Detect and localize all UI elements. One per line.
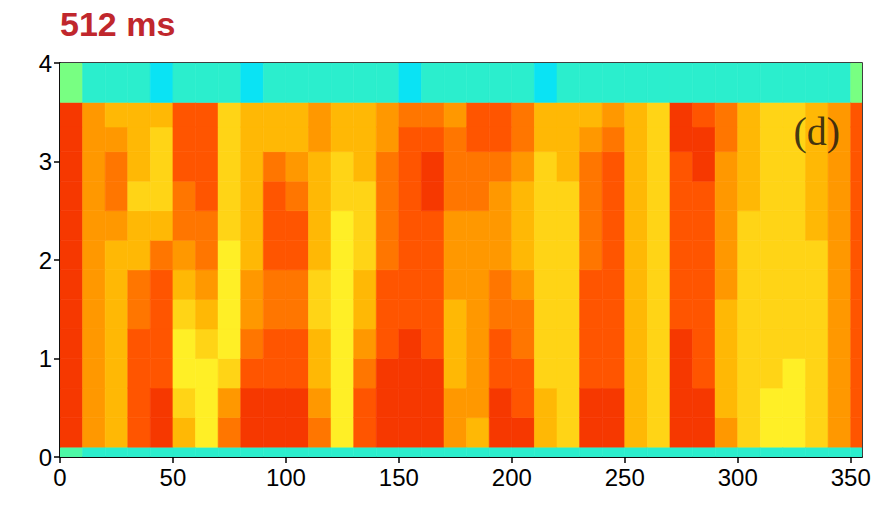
svg-text:200: 200 [492,464,532,491]
svg-text:1: 1 [39,345,52,372]
svg-text:50: 50 [160,464,187,491]
svg-text:4: 4 [39,50,52,77]
svg-text:512 ms: 512 ms [60,5,175,43]
svg-text:0: 0 [39,444,52,471]
svg-text:100: 100 [266,464,306,491]
svg-text:250: 250 [605,464,645,491]
svg-text:2: 2 [39,247,52,274]
svg-text:350: 350 [831,464,871,491]
svg-text:0: 0 [53,464,66,491]
svg-text:3: 3 [39,148,52,175]
svg-text:150: 150 [379,464,419,491]
svg-text:(d): (d) [793,109,840,154]
svg-text:300: 300 [718,464,758,491]
